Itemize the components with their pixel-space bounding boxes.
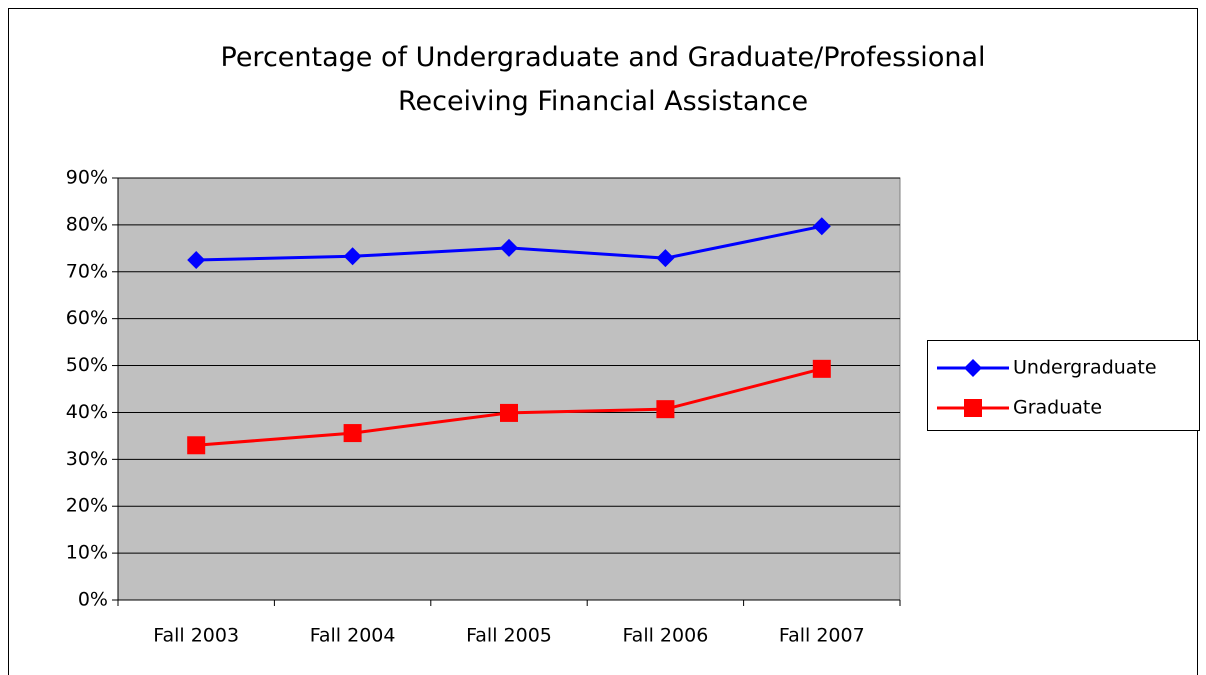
point-marker [500, 403, 518, 422]
point-marker [187, 251, 206, 270]
y-tick-label: 20% [66, 495, 108, 517]
point-marker [812, 359, 831, 378]
y-tick-label: 10% [66, 542, 108, 564]
point-marker [343, 247, 362, 266]
x-tick-label: Fall 2007 [779, 625, 865, 647]
y-tick-label: 30% [66, 448, 108, 470]
legend-marker [964, 359, 982, 377]
y-tick-label: 90% [66, 167, 108, 189]
legend-label: Graduate [1013, 397, 1102, 419]
y-tick-label: 80% [66, 213, 108, 235]
point-marker [500, 238, 518, 257]
point-marker [187, 436, 206, 455]
x-tick-label: Fall 2004 [310, 625, 396, 647]
y-tick-label: 40% [66, 401, 108, 423]
point-marker [343, 424, 362, 443]
y-tick-label: 70% [66, 260, 108, 282]
x-tick-label: Fall 2006 [623, 625, 709, 647]
x-tick-label: Fall 2005 [466, 625, 552, 647]
y-tick-label: 0% [78, 589, 108, 611]
y-tick-label: 60% [66, 307, 108, 329]
point-marker [656, 249, 675, 268]
legend-marker [964, 399, 982, 417]
legend-label: Undergraduate [1013, 357, 1157, 379]
x-tick-label: Fall 2003 [153, 625, 239, 647]
chart-title: Percentage of Undergraduate and Graduate… [220, 42, 986, 117]
y-tick-label: 50% [66, 354, 108, 376]
point-marker [812, 217, 831, 236]
point-marker [656, 400, 675, 419]
